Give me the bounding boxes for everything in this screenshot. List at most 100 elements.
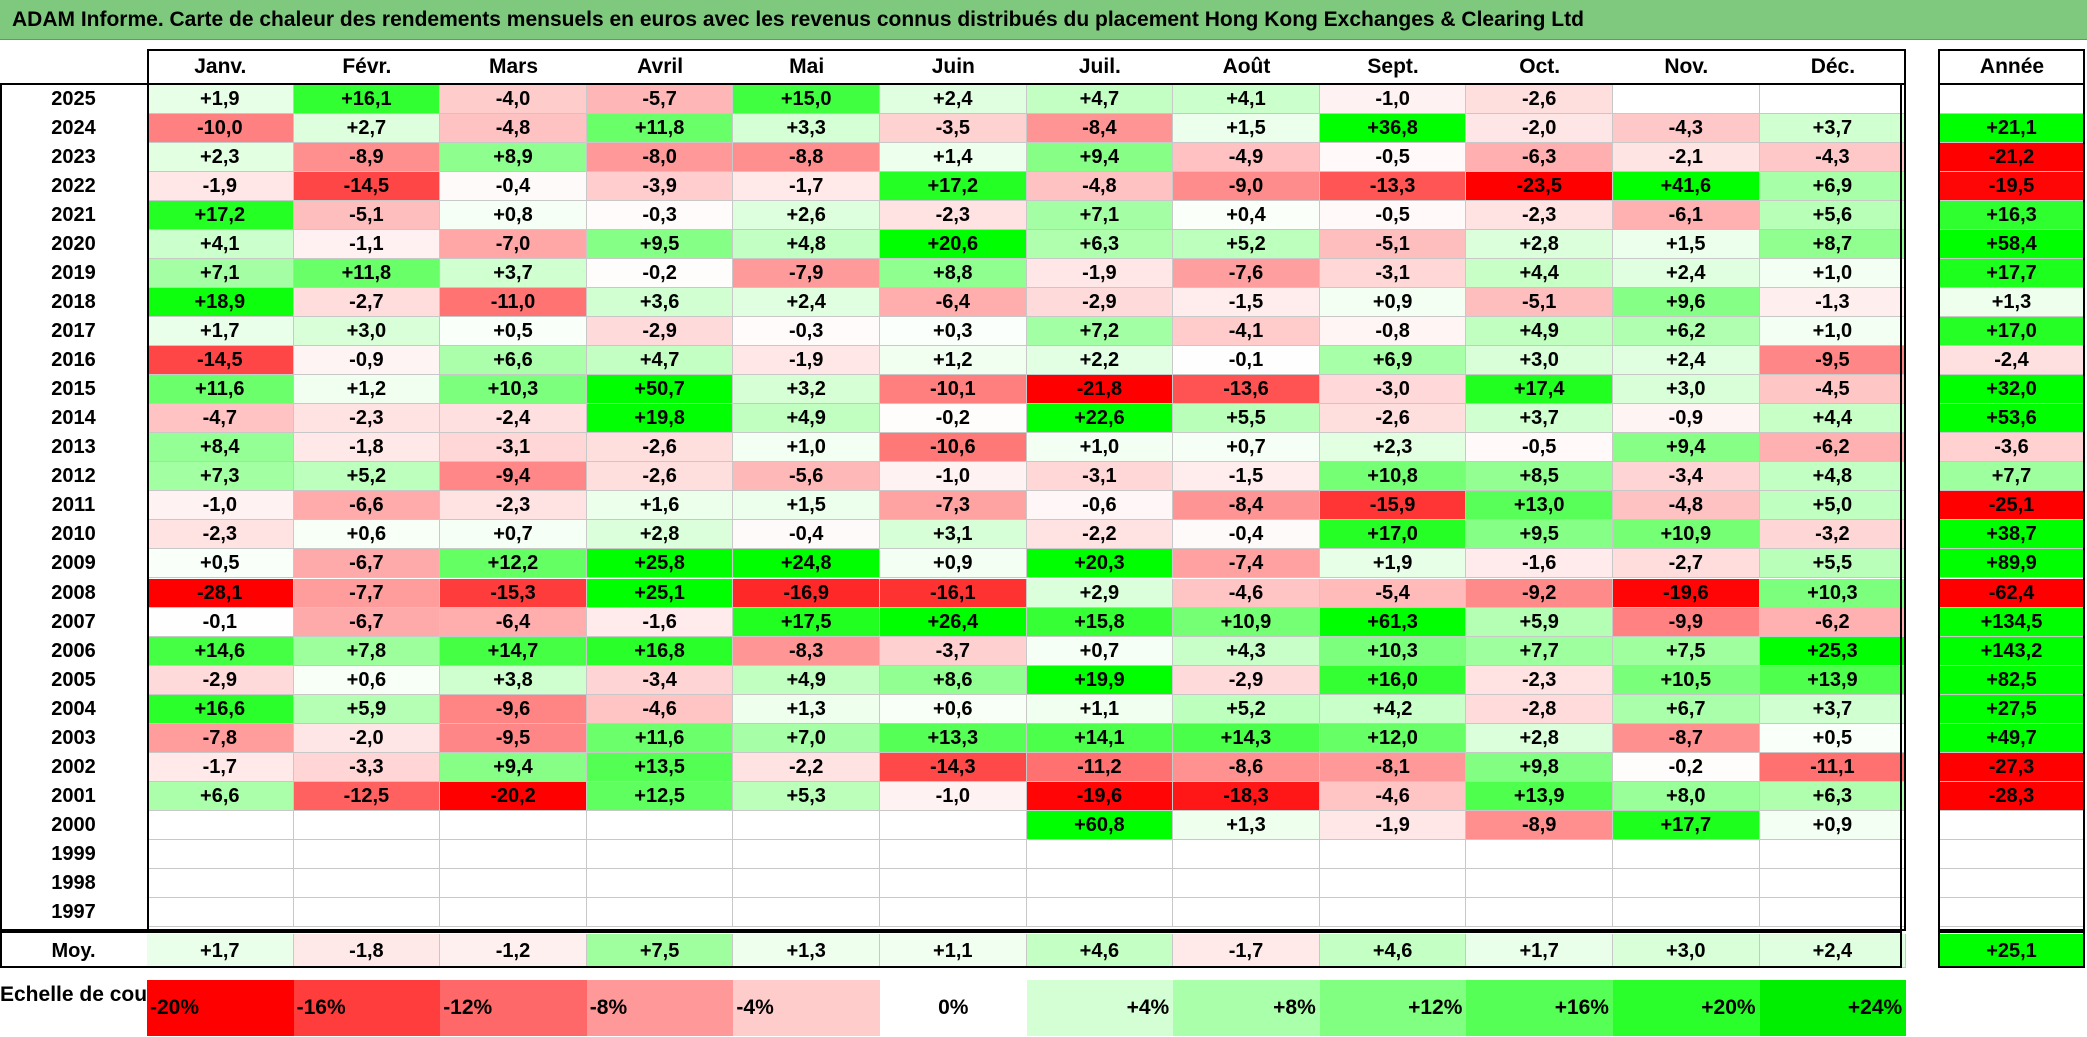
annual-cell <box>1939 85 2085 115</box>
month-cell: -2,2 <box>1026 520 1174 550</box>
month-cell <box>293 810 441 840</box>
average-cell: +1,1 <box>880 934 1027 968</box>
average-cell: -1,7 <box>1173 934 1320 968</box>
year-label: 2024 <box>51 117 96 140</box>
month-cell: +13,3 <box>880 723 1027 753</box>
year-label: 2006 <box>51 639 96 662</box>
month-cell: -2,9 <box>1026 288 1174 318</box>
month-cell: -14,5 <box>147 346 294 376</box>
month-cell: -0,5 <box>1466 433 1613 463</box>
month-cell: -18,3 <box>1173 781 1320 811</box>
month-cell: -8,9 <box>293 143 441 173</box>
month-cell <box>733 810 880 840</box>
annual-cell <box>1939 810 2085 840</box>
month-cell: +2,7 <box>293 114 441 144</box>
month-cell: +7,2 <box>1026 317 1174 347</box>
month-cell: +6,6 <box>147 781 294 811</box>
month-cell <box>1759 868 1907 898</box>
month-cell: +9,4 <box>1613 433 1760 463</box>
month-cell: -16,9 <box>733 578 880 608</box>
month-cell: -6,7 <box>293 549 441 579</box>
month-cell <box>1026 868 1174 898</box>
month-cell: +11,6 <box>147 375 294 405</box>
month-cell <box>586 839 734 869</box>
month-cell: +1,3 <box>733 694 880 724</box>
month-cell: +1,7 <box>147 317 294 347</box>
month-cell <box>440 810 587 840</box>
color-scale-step: +24% <box>1759 980 1907 1036</box>
month-cell <box>293 897 441 927</box>
month-cell: +1,9 <box>147 85 294 115</box>
month-cell: +10,3 <box>1319 636 1467 666</box>
month-cell <box>1173 839 1320 869</box>
month-cell <box>733 839 880 869</box>
month-cell: +4,4 <box>1466 259 1613 289</box>
month-cell <box>147 897 294 927</box>
average-label: Moy. <box>51 940 96 962</box>
month-cell: +1,9 <box>1319 549 1467 579</box>
annual-cell: -28,3 <box>1939 781 2085 811</box>
month-cell: +0,5 <box>147 549 294 579</box>
month-cell: -9,2 <box>1466 578 1613 608</box>
color-scale-step: +16% <box>1466 980 1613 1036</box>
month-cell: +14,6 <box>147 636 294 666</box>
month-cell: +0,5 <box>1759 723 1907 753</box>
month-cell: +0,4 <box>1173 201 1320 231</box>
month-cell: +5,3 <box>733 781 880 811</box>
month-cell: -1,6 <box>586 607 734 637</box>
month-cell: -19,6 <box>1026 781 1174 811</box>
month-cell: +9,4 <box>440 752 587 782</box>
month-cell: +22,6 <box>1026 404 1174 434</box>
month-cell <box>1759 839 1907 869</box>
month-cell: -1,1 <box>293 230 441 260</box>
year-label: 2018 <box>51 291 96 314</box>
month-cell: +6,9 <box>1319 346 1467 376</box>
color-scale-step: -16% <box>293 980 441 1036</box>
month-cell: +6,9 <box>1759 172 1907 202</box>
month-cell: +5,2 <box>1173 230 1320 260</box>
year-label: 2020 <box>51 233 96 256</box>
month-cell: +3,0 <box>1466 346 1613 376</box>
annual-header: Année <box>1939 49 2085 85</box>
month-cell <box>1613 85 1760 115</box>
month-cell: -8,4 <box>1026 114 1174 144</box>
month-cell: -11,2 <box>1026 752 1174 782</box>
month-cell <box>1613 897 1760 927</box>
month-cell: +61,3 <box>1319 607 1467 637</box>
average-cell: +4,6 <box>1026 934 1174 968</box>
month-cell: -9,5 <box>440 723 587 753</box>
month-cell: -4,3 <box>1759 143 1907 173</box>
month-cell: +1,5 <box>733 491 880 521</box>
month-cell: -1,0 <box>1319 85 1467 115</box>
month-cell: -3,1 <box>1026 462 1174 492</box>
month-cell: -8,3 <box>733 636 880 666</box>
month-cell: -7,7 <box>293 578 441 608</box>
month-cell: +11,8 <box>293 259 441 289</box>
month-cell: -1,0 <box>880 462 1027 492</box>
month-cell: +6,3 <box>1759 781 1907 811</box>
month-cell: +25,3 <box>1759 636 1907 666</box>
month-cell <box>1173 897 1320 927</box>
year-label: 1998 <box>51 871 96 894</box>
month-cell: +3,8 <box>440 665 587 695</box>
annual-cell <box>1939 897 2085 927</box>
month-cell: -2,3 <box>293 404 441 434</box>
month-cell: +1,0 <box>1026 433 1174 463</box>
month-cell: +4,3 <box>1173 636 1320 666</box>
month-cell: -10,6 <box>880 433 1027 463</box>
year-label: 2014 <box>51 407 96 430</box>
month-cell: +10,8 <box>1319 462 1467 492</box>
month-cell: -2,1 <box>1613 143 1760 173</box>
month-cell <box>880 810 1027 840</box>
month-cell <box>586 897 734 927</box>
month-cell: +3,0 <box>293 317 441 347</box>
month-cell: +0,7 <box>1173 433 1320 463</box>
month-cell: -0,3 <box>586 201 734 231</box>
month-cell: -0,2 <box>586 259 734 289</box>
month-cell: -3,3 <box>293 752 441 782</box>
month-cell: +6,7 <box>1613 694 1760 724</box>
average-cell: -1,2 <box>440 934 587 968</box>
month-cell <box>147 810 294 840</box>
month-cell: +2,9 <box>1026 578 1174 608</box>
month-cell: +17,4 <box>1466 375 1613 405</box>
